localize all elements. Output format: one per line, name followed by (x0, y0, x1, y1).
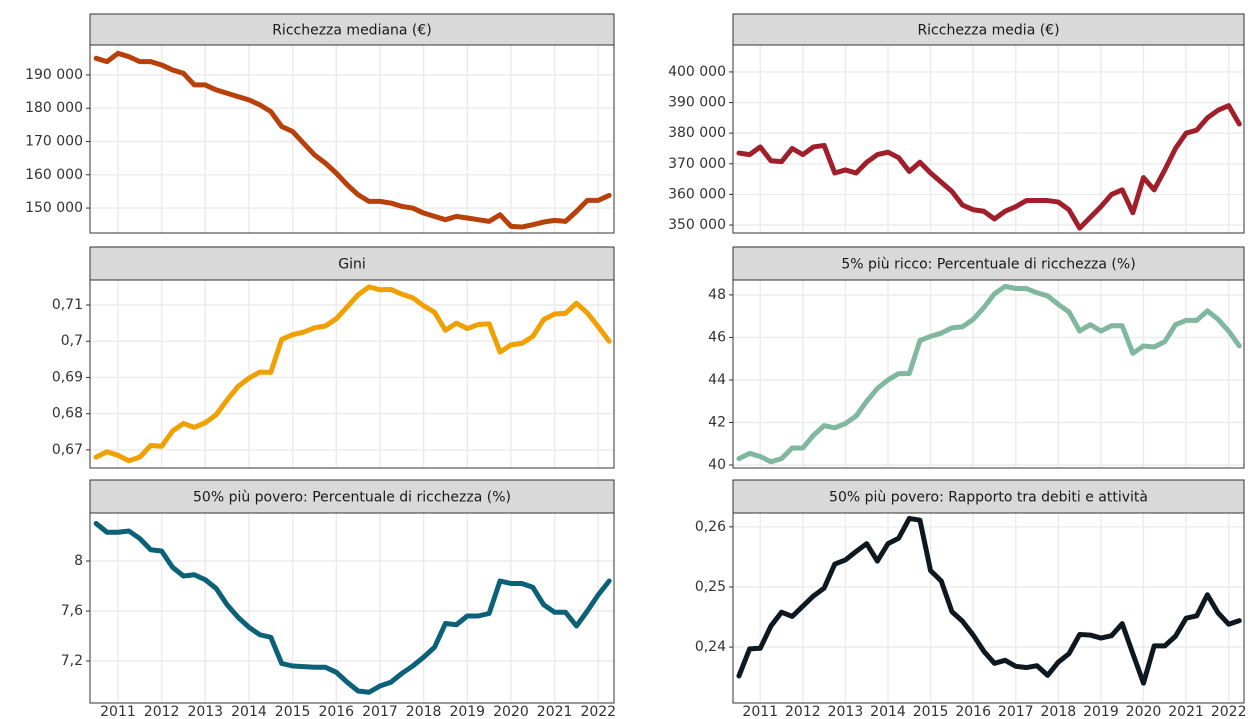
y-tick-label: 46 (708, 329, 726, 345)
data-line (736, 515, 1242, 686)
x-tick-label: 2015 (275, 704, 311, 719)
x-tick-label: 2017 (998, 704, 1034, 719)
y-tick-label: 0,7 (61, 333, 83, 349)
panel-background (90, 513, 614, 703)
panel-title: 5% più ricco: Percentuale di ricchezza (… (841, 257, 1135, 273)
panel-border (732, 44, 1245, 234)
strip (89, 13, 615, 46)
x-tick-label: 2014 (231, 704, 267, 719)
y-tick-label: 0,24 (695, 639, 726, 655)
y-tick-label: 8 (74, 553, 83, 569)
panel-background (90, 45, 614, 233)
x-tick-label: 2018 (406, 704, 442, 719)
x-tick-label: 2018 (1041, 704, 1077, 719)
y-tick-label: 0,68 (52, 406, 83, 422)
x-tick-label: 2014 (870, 704, 906, 719)
panel-border (89, 44, 615, 234)
panel-title: 50% più povero: Percentuale di ricchezza… (193, 490, 511, 506)
y-tick-label: 170 000 (25, 133, 83, 149)
x-tick-label: 2016 (318, 704, 354, 719)
strip (732, 246, 1245, 281)
panel-border (732, 279, 1245, 469)
y-tick-label: 190 000 (25, 67, 83, 83)
panel-background (733, 280, 1244, 468)
x-tick-label: 2022 (1211, 704, 1247, 719)
x-tick-label: 2020 (493, 704, 529, 719)
strip (89, 246, 615, 281)
x-tick-label: 2021 (1168, 704, 1204, 719)
y-tick-label: 42 (708, 414, 726, 430)
panel-background (733, 513, 1244, 703)
y-tick-label: 400 000 (668, 64, 726, 80)
y-tick-label: 7,2 (61, 653, 83, 669)
x-tick-label: 2017 (362, 704, 398, 719)
y-tick-label: 0,69 (52, 369, 83, 385)
panel-border (89, 512, 615, 704)
x-tick-label: 2022 (580, 704, 616, 719)
y-tick-label: 0,25 (695, 579, 726, 595)
data-line (736, 103, 1242, 231)
panel-title: Ricchezza mediana (€) (272, 23, 432, 39)
y-tick-label: 48 (708, 287, 726, 303)
y-tick-label: 7,6 (61, 603, 83, 619)
y-tick-label: 380 000 (668, 125, 726, 141)
x-tick-label: 2019 (449, 704, 485, 719)
y-tick-label: 350 000 (668, 217, 726, 233)
panel-title: Ricchezza media (€) (917, 23, 1059, 39)
panel-background (90, 280, 614, 468)
strip (89, 479, 615, 514)
x-tick-label: 2011 (100, 704, 136, 719)
y-tick-label: 180 000 (25, 100, 83, 116)
x-tick-label: 2011 (742, 704, 778, 719)
x-tick-label: 2013 (828, 704, 864, 719)
x-tick-label: 2013 (187, 704, 223, 719)
panel-background (733, 45, 1244, 233)
y-tick-label: 40 (708, 457, 726, 473)
panel-title: 50% più povero: Rapporto tra debiti e at… (829, 490, 1148, 506)
y-tick-label: 44 (708, 372, 726, 388)
data-line (93, 50, 612, 230)
y-tick-label: 390 000 (668, 95, 726, 111)
x-tick-label: 2021 (537, 704, 573, 719)
panel-border (89, 279, 615, 469)
y-tick-label: 360 000 (668, 186, 726, 202)
x-tick-label: 2012 (785, 704, 821, 719)
y-tick-label: 0,67 (52, 442, 83, 458)
x-tick-label: 2019 (1083, 704, 1119, 719)
y-tick-label: 160 000 (25, 167, 83, 183)
data-line (93, 521, 612, 695)
x-tick-label: 2015 (913, 704, 949, 719)
data-line (736, 283, 1242, 465)
panel-title: Gini (338, 257, 366, 273)
y-tick-label: 370 000 (668, 156, 726, 172)
x-tick-label: 2012 (144, 704, 180, 719)
y-tick-label: 150 000 (25, 200, 83, 216)
x-tick-label: 2016 (955, 704, 991, 719)
x-tick-label: 2020 (1126, 704, 1162, 719)
y-tick-label: 0,26 (695, 519, 726, 535)
data-line (93, 284, 612, 464)
panel-border (732, 512, 1245, 704)
strip (732, 13, 1245, 46)
y-tick-label: 0,71 (52, 297, 83, 313)
